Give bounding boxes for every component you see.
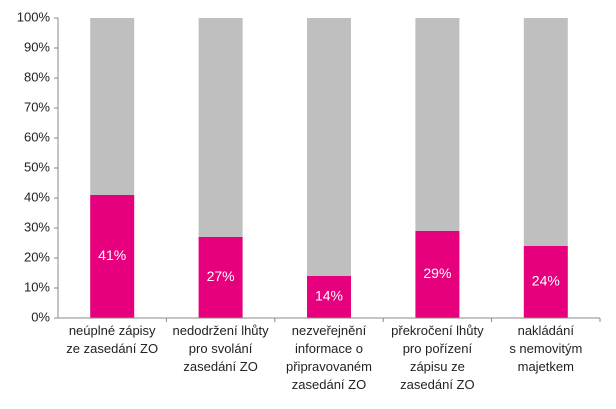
y-tick-label: 0% xyxy=(31,309,50,324)
y-tick-label: 40% xyxy=(24,189,50,204)
y-tick-label: 50% xyxy=(24,159,50,174)
y-tick-label: 30% xyxy=(24,219,50,234)
bar-segment xyxy=(90,18,135,195)
x-tick-line: pro svolání xyxy=(189,341,253,356)
bar-segment xyxy=(523,246,568,318)
y-tick-label: 90% xyxy=(24,39,50,54)
x-tick-line: s nemovitým xyxy=(509,341,582,356)
data-label: 24% xyxy=(532,273,560,289)
y-tick-label: 10% xyxy=(24,279,50,294)
bar-segment xyxy=(307,276,351,318)
x-tick-line: ze zasedání ZO xyxy=(66,341,158,356)
bar-segment xyxy=(90,195,135,318)
bar-segment xyxy=(523,18,568,246)
x-tick-line: připravovaném xyxy=(286,359,372,374)
bar-segment xyxy=(198,237,243,318)
y-tick-label: 100% xyxy=(17,9,51,24)
y-tick-label: 20% xyxy=(24,249,50,264)
x-tick-line: neúplné zápisy xyxy=(69,323,156,338)
data-label: 29% xyxy=(423,265,451,281)
x-tick-label: nezveřejnění informace o připravovaném zase… xyxy=(286,323,372,392)
x-tick-line: zápisu ze xyxy=(410,359,465,374)
x-tick-line: překročení lhůty xyxy=(391,323,484,338)
x-tick-line: zasedání ZO xyxy=(400,377,474,392)
bar-segment xyxy=(198,18,243,237)
x-tick-line: nezveřejnění xyxy=(292,323,367,338)
y-tick-label: 70% xyxy=(24,99,50,114)
data-label: 41% xyxy=(98,247,126,263)
x-tick-line: zasedání ZO xyxy=(183,359,257,374)
y-tick-label: 80% xyxy=(24,69,50,84)
data-label: 27% xyxy=(207,268,235,284)
bar-segment xyxy=(415,231,460,318)
x-tick-line: pro pořízení xyxy=(403,341,473,356)
x-tick-line: informace o xyxy=(295,341,363,356)
y-tick-label: 60% xyxy=(24,129,50,144)
x-tick-label: neúplné zápisy ze zasedání ZO xyxy=(66,323,158,356)
x-tick-line: majetkem xyxy=(518,359,574,374)
x-tick-label: nakládání s nemovitým majetkem xyxy=(509,323,582,374)
bar-segment xyxy=(415,18,460,231)
bar-segment xyxy=(307,18,351,276)
x-tick-label: nedodržení lhůty pro svolání zasedání ZO xyxy=(173,323,270,374)
x-tick-label: překročení lhůty pro pořízení zápisu ze zas… xyxy=(391,323,484,392)
x-tick-line: nedodržení lhůty xyxy=(173,323,270,338)
x-tick-line: zasedání ZO xyxy=(292,377,366,392)
x-tick-line: nakládání xyxy=(518,323,575,338)
data-label: 14% xyxy=(315,288,343,304)
